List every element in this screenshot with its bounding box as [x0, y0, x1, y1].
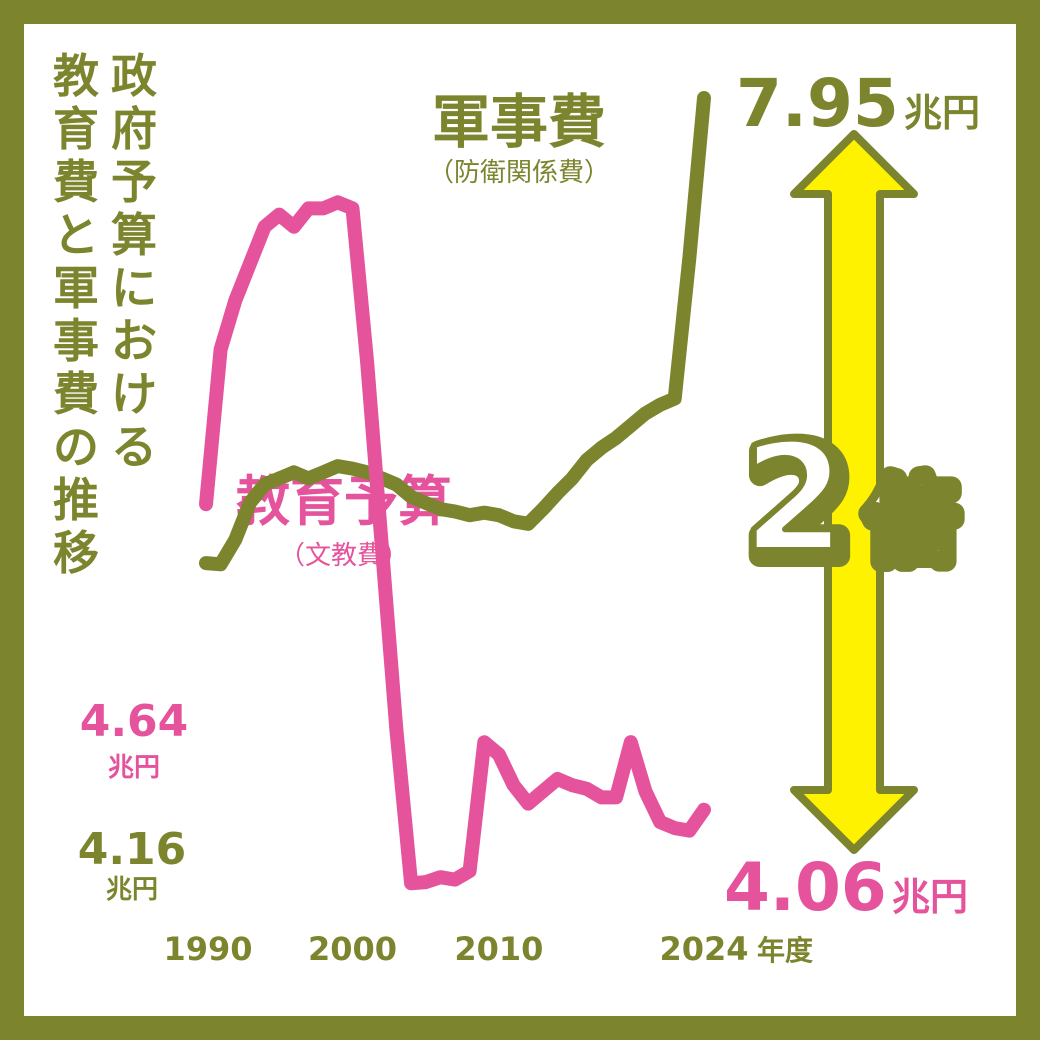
comparison-label: 2 2 倍 倍	[737, 407, 967, 603]
x-axis-unit: 年度	[757, 934, 813, 967]
education-series-line	[199, 195, 711, 891]
military-series-name: 軍事費	[432, 88, 606, 156]
military-start-value: 4.16	[78, 824, 187, 875]
military-series-line	[199, 91, 711, 572]
chart-title-line: 政府予算における	[111, 49, 157, 474]
military-end-unit: 兆円	[904, 91, 980, 135]
chart-title-line: 教育費と軍事費の推移	[53, 49, 99, 580]
comparison-value: 2	[742, 412, 846, 586]
comparison-unit: 倍	[862, 465, 954, 572]
x-tick-label: 2024	[659, 930, 748, 968]
x-tick-label: 2000	[308, 930, 397, 968]
x-axis-ticks: 1990 2000 2010 2024	[163, 930, 748, 968]
military-series-sublabel: （防衛関係費）	[428, 158, 610, 188]
military-end-value: 7.95	[736, 65, 899, 142]
chart-frame: 政府予算における 教育費と軍事費の推移 軍事費 （防衛関係費） 教育予算 （文教費…	[24, 24, 1016, 1016]
education-end-value: 4.06	[724, 849, 887, 926]
double-arrow-icon	[790, 130, 918, 854]
x-tick-label: 1990	[163, 930, 252, 968]
education-end-unit: 兆円	[892, 875, 968, 919]
education-start-unit: 兆円	[108, 753, 160, 783]
comparison-unit-shadow: 倍	[866, 469, 958, 576]
military-start-unit: 兆円	[106, 875, 158, 905]
education-start-value: 4.64	[80, 696, 189, 747]
comparison-value-shadow: 2	[748, 418, 852, 592]
x-tick-label: 2010	[454, 930, 543, 968]
